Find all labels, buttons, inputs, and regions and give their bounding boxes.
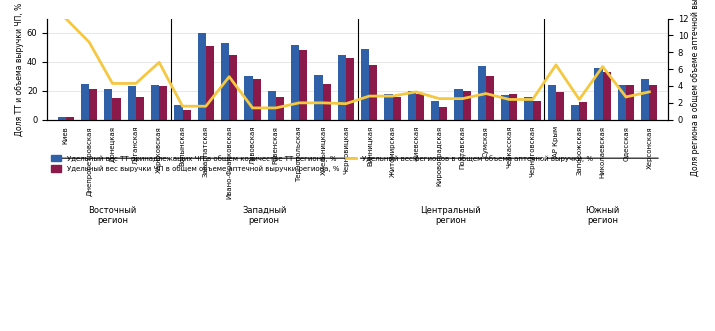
- Bar: [603, 72, 611, 120]
- Bar: [478, 66, 486, 120]
- Bar: [548, 85, 556, 120]
- Bar: [151, 85, 159, 120]
- Text: Центральный
регион: Центральный регион: [420, 206, 481, 225]
- Text: Западный
регион: Западный регион: [242, 206, 287, 225]
- Bar: [159, 86, 167, 120]
- Bar: [455, 89, 463, 120]
- Bar: [509, 94, 518, 120]
- Bar: [174, 105, 182, 120]
- Bar: [431, 101, 439, 120]
- Bar: [299, 50, 307, 120]
- Y-axis label: Доля региона в общем объеме аптечной выручки, %: Доля региона в общем объеме аптечной выр…: [691, 0, 700, 176]
- Bar: [463, 91, 470, 120]
- Bar: [245, 76, 252, 120]
- Bar: [128, 86, 136, 120]
- Bar: [337, 55, 346, 120]
- Bar: [89, 89, 97, 120]
- Bar: [385, 94, 393, 120]
- Bar: [571, 105, 579, 120]
- Bar: [197, 33, 206, 120]
- Bar: [393, 97, 400, 120]
- Bar: [58, 117, 66, 120]
- Bar: [369, 65, 378, 120]
- Bar: [346, 58, 354, 120]
- Bar: [267, 91, 276, 120]
- Bar: [291, 45, 299, 120]
- Bar: [649, 85, 658, 120]
- Bar: [408, 91, 416, 120]
- Bar: [361, 49, 369, 120]
- Y-axis label: Доля ТТ и объема выручки ЧП, %: Доля ТТ и объема выручки ЧП, %: [15, 2, 24, 136]
- Bar: [626, 85, 634, 120]
- Text: Южный
регион: Южный регион: [586, 206, 620, 225]
- Bar: [416, 94, 424, 120]
- Bar: [501, 95, 509, 120]
- Bar: [594, 68, 603, 120]
- Bar: [81, 83, 89, 120]
- Bar: [66, 117, 74, 120]
- Bar: [104, 89, 112, 120]
- Bar: [486, 76, 494, 120]
- Bar: [641, 79, 649, 120]
- Bar: [439, 107, 448, 120]
- Bar: [112, 98, 121, 120]
- Bar: [182, 110, 191, 120]
- Bar: [322, 83, 331, 120]
- Bar: [221, 43, 230, 120]
- Bar: [276, 97, 284, 120]
- Legend: Удельный вес ТТ принадлежащих ЧП в общем количестве ТТ региона, %, Удельный вес : Удельный вес ТТ принадлежащих ЧП в общем…: [51, 155, 593, 172]
- Bar: [315, 75, 322, 120]
- Bar: [136, 97, 144, 120]
- Bar: [556, 92, 564, 120]
- Bar: [533, 101, 541, 120]
- Text: Восточный
регион: Восточный регион: [89, 206, 137, 225]
- Bar: [252, 79, 261, 120]
- Bar: [206, 46, 214, 120]
- Bar: [524, 97, 533, 120]
- Bar: [579, 102, 588, 120]
- Bar: [230, 55, 237, 120]
- Bar: [618, 85, 626, 120]
